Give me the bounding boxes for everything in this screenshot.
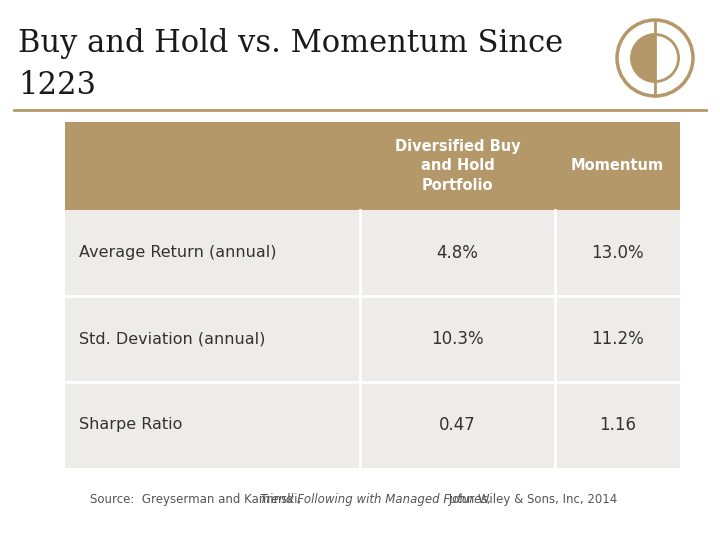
Text: 1.16: 1.16	[599, 416, 636, 434]
Bar	[65, 210, 680, 296]
Text: 1223: 1223	[18, 70, 96, 101]
Text: Trend Following with Managed Futures,: Trend Following with Managed Futures,	[260, 494, 491, 507]
Text: 0.47: 0.47	[439, 416, 476, 434]
Text: Diversified Buy
and Hold
Portfolio: Diversified Buy and Hold Portfolio	[395, 139, 521, 193]
Text: Momentum: Momentum	[571, 159, 664, 173]
Text: 10.3%: 10.3%	[431, 330, 484, 348]
Wedge shape	[631, 35, 655, 82]
Text: Buy and Hold vs. Momentum Since: Buy and Hold vs. Momentum Since	[18, 28, 563, 59]
Text: 13.0%: 13.0%	[591, 244, 644, 262]
Bar	[65, 296, 680, 382]
Text: 4.8%: 4.8%	[436, 244, 478, 262]
Text: John Wiley & Sons, Inc, 2014: John Wiley & Sons, Inc, 2014	[445, 494, 617, 507]
Text: 11.2%: 11.2%	[591, 330, 644, 348]
Bar	[65, 382, 680, 468]
Text: Std. Deviation (annual): Std. Deviation (annual)	[79, 332, 266, 347]
Text: Average Return (annual): Average Return (annual)	[79, 246, 276, 260]
Bar	[65, 122, 680, 210]
Text: Sharpe Ratio: Sharpe Ratio	[79, 417, 182, 433]
Text: Source:  Greyserman and Kaminski,: Source: Greyserman and Kaminski,	[90, 494, 305, 507]
